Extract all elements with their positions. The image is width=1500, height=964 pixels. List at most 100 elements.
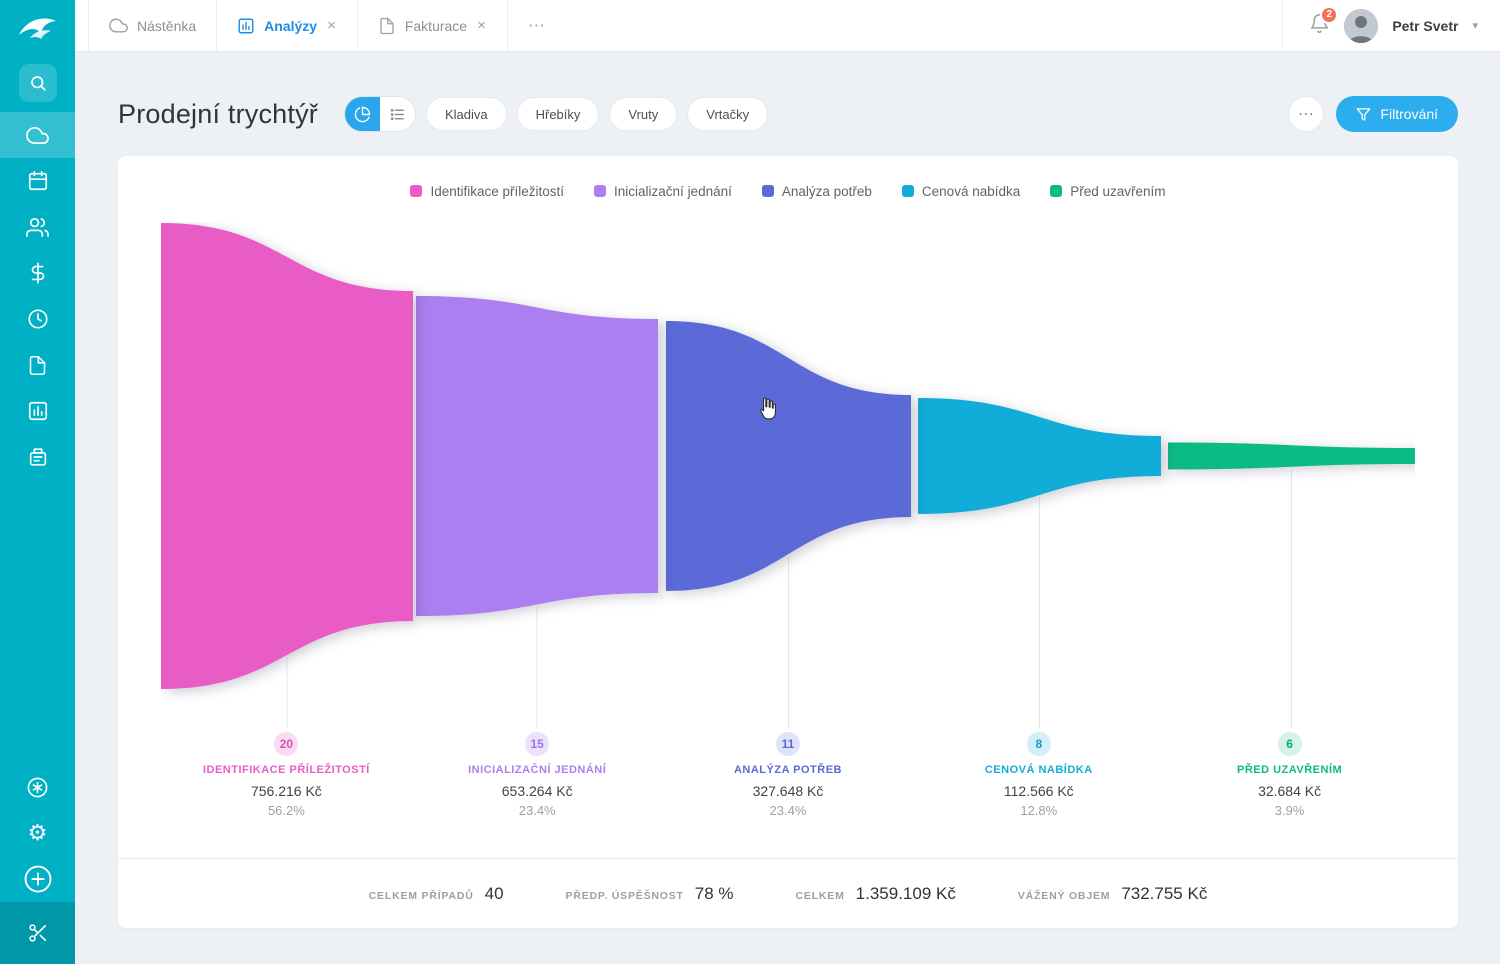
summary-value: 1.359.109 Kč — [855, 883, 956, 903]
funnel-view-button[interactable] — [344, 97, 380, 131]
funnel-segment-1[interactable] — [416, 296, 658, 616]
summary-label: VÁŽENÝ OBJEM — [1017, 889, 1111, 902]
clock-icon — [27, 309, 48, 329]
stage-label: ANALÝZA POTŘEB — [733, 764, 843, 776]
tab-label: Nástěnka — [137, 17, 197, 34]
sidebar-item-analytics[interactable] — [0, 388, 75, 434]
legend-label: Analýza potřeb — [781, 183, 872, 199]
funnel-segment-3[interactable] — [918, 398, 1161, 514]
stage-stat: 8 CENOVÁ NABÍDKA 112.566 Kč 12.8% — [913, 732, 1164, 818]
stage-amount: 653.264 Kč — [501, 783, 573, 799]
content: Prodejní trychtýř Kladiva — [75, 52, 1500, 964]
sidebar: ⚙ — [0, 0, 75, 964]
invoices-icon — [29, 448, 46, 466]
tabs-more-button[interactable]: ⋯ — [527, 15, 547, 35]
pie-chart-icon — [354, 106, 371, 122]
invoice-icon — [380, 17, 394, 34]
summary-value: 40 — [484, 883, 504, 903]
stage-stat: 6 PŘED UZAVŘENÍM 32.684 Kč 3.9% — [1164, 732, 1415, 818]
legend-swatch — [1050, 185, 1063, 197]
stage-label: IDENTIFIKACE PŘÍLEŽITOSTÍ — [202, 764, 370, 776]
stage-percent: 56.2% — [267, 803, 305, 818]
legend-label: Cenová nabídka — [921, 183, 1021, 199]
contacts-icon — [26, 217, 49, 237]
sidebar-item-dashboard[interactable] — [0, 112, 75, 158]
legend-swatch — [901, 185, 914, 197]
legend-item[interactable]: Identifikace příležitostí — [410, 183, 565, 199]
legend-swatch — [410, 185, 423, 197]
tab-analyzy[interactable]: Analýzy × — [217, 0, 358, 51]
tab-close-icon[interactable]: × — [327, 17, 336, 34]
notification-badge: 2 — [1320, 5, 1339, 24]
stage-amount: 32.684 Kč — [1258, 783, 1322, 799]
stage-label: CENOVÁ NABÍDKA — [984, 764, 1093, 776]
stage-count-badge: 8 — [1026, 732, 1051, 756]
calendar-icon — [28, 171, 47, 191]
filter-chip-vrtacky[interactable]: Vrtačky — [687, 97, 769, 131]
summary-value: 732.755 Kč — [1121, 883, 1208, 903]
tab-label: Fakturace — [404, 17, 468, 34]
funnel-segment-4[interactable] — [1168, 442, 1415, 470]
legend-item[interactable]: Cenová nabídka — [901, 183, 1021, 199]
funnel-card: Identifikace příležitostí Inicializační … — [118, 156, 1458, 928]
more-options-button[interactable]: ⋯ — [1288, 96, 1325, 132]
summary-item: CELKEM 1.359.109 Kč — [796, 884, 956, 904]
notifications-button[interactable]: 2 — [1309, 5, 1339, 39]
sidebar-item-add[interactable] — [0, 856, 75, 902]
funnel-segment-0[interactable] — [161, 223, 413, 689]
list-view-button[interactable] — [379, 97, 415, 131]
tab-label: Analýzy — [264, 17, 318, 34]
avatar[interactable] — [1344, 8, 1379, 43]
sidebar-item-contacts[interactable] — [0, 204, 75, 250]
app-logo — [0, 0, 75, 52]
stage-percent: 12.8% — [1020, 803, 1058, 818]
legend-item[interactable]: Inicializační jednání — [594, 184, 732, 199]
dollar-icon — [31, 262, 44, 284]
view-toggle — [343, 96, 416, 132]
filter-chip-vruty[interactable]: Vruty — [609, 97, 678, 131]
legend-label: Před uzavřením — [1070, 183, 1166, 199]
avatar-image — [1344, 8, 1379, 43]
sidebar-item-activities[interactable] — [0, 296, 75, 342]
filter-chip-kladiva[interactable]: Kladiva — [425, 97, 507, 131]
bell-icon — [1311, 13, 1329, 33]
funnel-icon — [1357, 107, 1371, 121]
legend-item[interactable]: Analýza potřeb — [761, 183, 872, 199]
stage-count-badge: 11 — [775, 732, 800, 756]
user-name[interactable]: Petr Svetr — [1392, 17, 1459, 34]
sidebar-item-documents[interactable] — [0, 342, 75, 388]
legend-swatch — [594, 185, 607, 197]
funnel-chart[interactable] — [161, 222, 1415, 730]
search-button[interactable] — [18, 64, 57, 102]
stage-count-badge: 6 — [1277, 732, 1302, 756]
tab-fakturace[interactable]: Fakturace × — [358, 0, 508, 51]
funnel-segment-2[interactable] — [666, 321, 911, 591]
tab-close-icon[interactable]: × — [477, 17, 486, 34]
page-title: Prodejní trychtýř — [118, 98, 318, 129]
chart-icon — [28, 401, 47, 421]
document-icon — [29, 355, 46, 375]
legend-swatch — [761, 185, 774, 197]
gear-icon: ⚙ — [27, 820, 48, 845]
legend-label: Identifikace příležitostí — [430, 183, 565, 199]
sidebar-item-customize[interactable] — [0, 902, 75, 964]
sidebar-item-calendar[interactable] — [0, 158, 75, 204]
stage-label: INICIALIZAČNÍ JEDNÁNÍ — [468, 764, 607, 776]
sidebar-item-invoicing[interactable] — [0, 434, 75, 480]
legend-item[interactable]: Před uzavřením — [1050, 183, 1166, 199]
sidebar-item-deals[interactable] — [0, 250, 75, 296]
bird-logo-icon — [18, 18, 56, 39]
stage-count-badge: 15 — [525, 732, 550, 756]
summary-item: VÁŽENÝ OBJEM 732.755 Kč — [1018, 884, 1207, 904]
sidebar-item-settings[interactable]: ⚙ — [0, 810, 75, 856]
stage-amount: 112.566 Kč — [1003, 783, 1074, 799]
filter-chip-hrebiky[interactable]: Hřebíky — [516, 97, 600, 131]
summary-label: CELKEM — [795, 889, 845, 902]
summary-label: CELKEM PŘÍPADŮ — [368, 889, 474, 902]
filter-button-label: Filtrování — [1380, 106, 1438, 122]
sidebar-item-help[interactable] — [0, 764, 75, 810]
chevron-down-icon[interactable]: ▾ — [1472, 20, 1478, 32]
star-circle-icon — [27, 777, 48, 797]
filter-button[interactable]: Filtrování — [1336, 96, 1458, 132]
tab-nastenka[interactable]: Nástěnka — [88, 0, 218, 51]
